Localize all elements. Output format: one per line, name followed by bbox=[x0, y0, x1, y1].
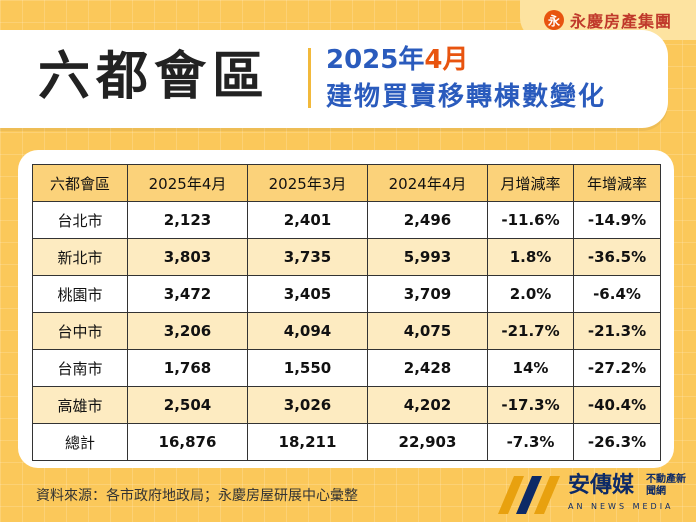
total-change-cell: -26.3% bbox=[573, 423, 661, 461]
subtitle-year: 2025年 bbox=[326, 45, 425, 75]
subtitle-date: 2025年4月 bbox=[326, 44, 468, 76]
page-title: 六都會區 bbox=[38, 47, 271, 107]
region-cell: 新北市 bbox=[32, 238, 128, 276]
value-cell: 3,472 bbox=[127, 275, 248, 313]
media-name: 安傳媒 bbox=[568, 473, 635, 498]
value-cell: 2,504 bbox=[127, 386, 248, 424]
value-cell: 4,075 bbox=[367, 312, 488, 350]
value-cell: 2,123 bbox=[127, 201, 248, 239]
brand-logo-icon: 永 bbox=[543, 10, 564, 30]
change-cell: -27.2% bbox=[573, 349, 661, 387]
table-row: 台北市 2,123 2,401 2,496 -11.6% -14.9% bbox=[32, 201, 661, 239]
column-header-2025-mar: 2025年3月 bbox=[247, 164, 368, 202]
value-cell: 1,550 bbox=[247, 349, 368, 387]
change-cell: -6.4% bbox=[573, 275, 661, 313]
table-row: 台南市 1,768 1,550 2,428 14% -27.2% bbox=[32, 349, 661, 387]
column-header-mom-change: 月增減率 bbox=[487, 164, 574, 202]
table-row: 新北市 3,803 3,735 5,993 1.8% -36.5% bbox=[32, 238, 661, 276]
change-cell: -11.6% bbox=[487, 201, 574, 239]
value-cell: 3,803 bbox=[127, 238, 248, 276]
value-cell: 2,428 bbox=[367, 349, 488, 387]
change-cell: -21.7% bbox=[487, 312, 574, 350]
table-panel: 六都會區 2025年4月 2025年3月 2024年4月 月增減率 年增減率 台… bbox=[18, 150, 674, 468]
column-header-yoy-change: 年增減率 bbox=[573, 164, 661, 202]
total-label-cell: 總計 bbox=[32, 423, 128, 461]
region-cell: 台中市 bbox=[32, 312, 128, 350]
total-change-cell: -7.3% bbox=[487, 423, 574, 461]
region-cell: 桃園市 bbox=[32, 275, 128, 313]
total-value-cell: 22,903 bbox=[367, 423, 488, 461]
value-cell: 3,709 bbox=[367, 275, 488, 313]
change-cell: 2.0% bbox=[487, 275, 574, 313]
table-header-row: 六都會區 2025年4月 2025年3月 2024年4月 月增減率 年增減率 bbox=[32, 164, 661, 202]
data-table: 六都會區 2025年4月 2025年3月 2024年4月 月增減率 年增減率 台… bbox=[32, 164, 661, 461]
total-value-cell: 16,876 bbox=[127, 423, 248, 461]
column-header-region: 六都會區 bbox=[32, 164, 128, 202]
region-cell: 台北市 bbox=[32, 201, 128, 239]
subtitle-topic: 建物買賣移轉棟數變化 bbox=[326, 82, 607, 112]
change-cell: -21.3% bbox=[573, 312, 661, 350]
table-row: 高雄市 2,504 3,026 4,202 -17.3% -40.4% bbox=[32, 386, 661, 424]
change-cell: -40.4% bbox=[573, 386, 661, 424]
value-cell: 4,094 bbox=[247, 312, 368, 350]
region-cell: 高雄市 bbox=[32, 386, 128, 424]
table-row: 台中市 3,206 4,094 4,075 -21.7% -21.3% bbox=[32, 312, 661, 350]
value-cell: 3,026 bbox=[247, 386, 368, 424]
column-header-2025-apr: 2025年4月 bbox=[127, 164, 248, 202]
value-cell: 3,735 bbox=[247, 238, 368, 276]
value-cell: 2,401 bbox=[247, 201, 368, 239]
total-value-cell: 18,211 bbox=[247, 423, 368, 461]
value-cell: 4,202 bbox=[367, 386, 488, 424]
change-cell: 14% bbox=[487, 349, 574, 387]
region-cell: 台南市 bbox=[32, 349, 128, 387]
table-total-row: 總計 16,876 18,211 22,903 -7.3% -26.3% bbox=[32, 423, 661, 461]
subtitle-month: 4月 bbox=[424, 45, 469, 75]
media-tag: 不動產新聞網 bbox=[646, 474, 686, 497]
value-cell: 3,405 bbox=[247, 275, 368, 313]
header-card: 六都會區 2025年4月 建物買賣移轉棟數變化 bbox=[0, 30, 668, 128]
change-cell: 1.8% bbox=[487, 238, 574, 276]
source-note: 資料來源：各市政府地政局；永慶房屋研展中心彙整 bbox=[36, 488, 358, 504]
value-cell: 1,768 bbox=[127, 349, 248, 387]
change-cell: -36.5% bbox=[573, 238, 661, 276]
change-cell: -14.9% bbox=[573, 201, 661, 239]
media-subtitle: AN NEWS MEDIA bbox=[568, 502, 674, 511]
column-header-2024-apr: 2024年4月 bbox=[367, 164, 488, 202]
media-logo: 安傳媒 不動產新聞網 AN NEWS MEDIA bbox=[496, 472, 692, 518]
brand-name: 永慶房產集團 bbox=[569, 12, 672, 31]
an-media-logo-icon bbox=[498, 476, 560, 514]
title-divider bbox=[308, 48, 311, 108]
change-cell: -17.3% bbox=[487, 386, 574, 424]
value-cell: 2,496 bbox=[367, 201, 488, 239]
table-row: 桃園市 3,472 3,405 3,709 2.0% -6.4% bbox=[32, 275, 661, 313]
value-cell: 3,206 bbox=[127, 312, 248, 350]
value-cell: 5,993 bbox=[367, 238, 488, 276]
